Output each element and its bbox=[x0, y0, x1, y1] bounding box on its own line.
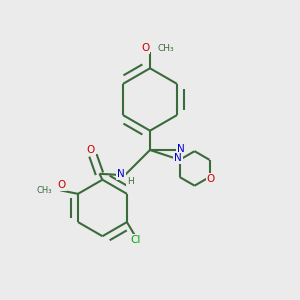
Text: O: O bbox=[141, 44, 150, 53]
Text: H: H bbox=[127, 177, 134, 186]
Text: O: O bbox=[86, 145, 95, 155]
Text: Cl: Cl bbox=[130, 235, 141, 245]
Text: N: N bbox=[174, 153, 182, 163]
Text: O: O bbox=[207, 173, 215, 184]
Text: CH₃: CH₃ bbox=[158, 44, 174, 53]
Text: O: O bbox=[58, 180, 66, 190]
Text: N: N bbox=[177, 143, 185, 154]
Text: N: N bbox=[117, 169, 125, 179]
Text: CH₃: CH₃ bbox=[36, 186, 52, 195]
